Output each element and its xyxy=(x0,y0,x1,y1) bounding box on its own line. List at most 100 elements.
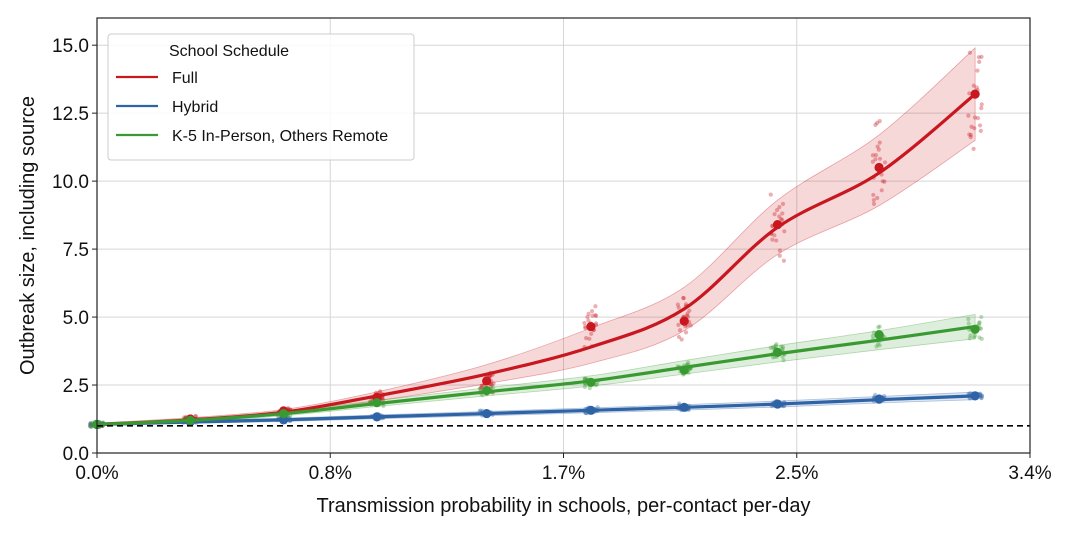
k-5-in-person-others-remote-sample-point xyxy=(781,358,786,363)
x-tick-label: 0.0% xyxy=(75,463,118,484)
k-5-in-person-others-remote-sample-point xyxy=(966,321,971,326)
full-sample-point xyxy=(489,382,494,387)
full-sample-point xyxy=(882,160,888,165)
legend-items: Full Hybrid K-5 In-Person, Others Remote xyxy=(116,70,388,145)
k-5-in-person-others-remote-mean-point xyxy=(772,347,783,358)
full-sample-point xyxy=(683,330,689,335)
full-sample-point xyxy=(977,59,982,65)
hybrid-sample-point xyxy=(979,393,985,399)
k-5-in-person-others-remote-sample-point xyxy=(779,344,784,349)
full-sample-point xyxy=(879,188,884,193)
k-5-in-person-others-remote-sample-point xyxy=(773,343,779,348)
k-5-in-person-others-remote-sample-point xyxy=(874,344,879,349)
full-sample-point xyxy=(780,201,786,207)
k-5-in-person-others-remote-sample-point xyxy=(875,342,880,347)
full-sample-point xyxy=(480,383,485,388)
full-sample-point xyxy=(676,334,682,340)
full-sample-point xyxy=(882,179,887,184)
x-tick-label: 2.5% xyxy=(775,463,818,484)
full-sample-point xyxy=(966,113,971,118)
hybrid-sample-point xyxy=(979,395,984,400)
full-sample-point xyxy=(675,302,681,307)
hybrid-mean-point xyxy=(679,402,689,412)
hybrid-mean-point xyxy=(772,399,783,409)
full-sample-point xyxy=(967,50,972,55)
full-sample-point xyxy=(871,197,876,203)
full-sample-point xyxy=(979,102,984,107)
full-sample-point xyxy=(478,386,483,391)
k-5-in-person-others-remote-sample-point xyxy=(977,320,982,325)
hybrid-sample-point xyxy=(677,401,682,406)
full-sample-point xyxy=(676,305,681,310)
k-5-in-person-others-remote-sample-point xyxy=(582,376,588,381)
hybrid-sample-point xyxy=(979,395,984,401)
full-sample-point xyxy=(968,132,974,138)
k-5-in-person-others-remote-sample-point xyxy=(971,335,977,340)
full-sample-point xyxy=(589,331,594,336)
x-axis-title: Transmission probability in schools, per… xyxy=(317,495,811,517)
full-sample-point xyxy=(777,214,782,219)
full-sample-point xyxy=(88,424,94,429)
full-mean-point xyxy=(679,316,689,326)
y-tick-label: 2.5 xyxy=(63,376,89,397)
full-sample-point xyxy=(772,212,777,217)
full-sample-point xyxy=(774,238,779,243)
full-sample-point xyxy=(587,336,592,341)
k-5-in-person-others-remote-sample-point xyxy=(477,386,483,391)
k-5-in-person-others-remote-sample-point xyxy=(979,314,984,320)
full-sample-point xyxy=(770,237,775,242)
k-5-in-person-others-remote-sample-point xyxy=(774,342,779,347)
full-sample-point xyxy=(589,309,595,314)
hybrid-sample-point xyxy=(88,420,93,426)
full-sample-point xyxy=(586,311,591,316)
legend-title: School Schedule xyxy=(169,43,289,60)
full-sample-point xyxy=(967,132,972,137)
hybrid-sample-point xyxy=(979,393,985,398)
full-sample-point xyxy=(687,308,692,313)
full-sample-point xyxy=(684,313,689,318)
full-sample-point xyxy=(873,122,878,127)
full-sample-point xyxy=(585,314,590,320)
full-sample-point xyxy=(774,208,780,213)
full-sample-point xyxy=(593,304,598,309)
k-5-in-person-others-remote-sample-point xyxy=(768,345,773,350)
k-5-in-person-others-remote-sample-point xyxy=(594,382,599,387)
full-sample-point xyxy=(479,383,484,388)
k-5-in-person-others-remote-mean-point xyxy=(586,377,596,387)
k-5-in-person-others-remote-sample-point xyxy=(780,344,786,350)
full-sample-point xyxy=(873,157,878,162)
full-sample-point xyxy=(582,320,587,326)
full-sample-point xyxy=(677,328,683,333)
x-tick-label: 1.7% xyxy=(542,463,585,484)
k-5-in-person-others-remote-mean-point xyxy=(679,365,689,375)
full-sample-point xyxy=(777,253,782,258)
full-sample-point xyxy=(874,120,880,125)
full-sample-point xyxy=(976,55,981,60)
k-5-in-person-others-remote-mean-point xyxy=(372,398,382,408)
k-5-in-person-others-remote-mean-point xyxy=(970,324,980,334)
y-tick-label: 15.0 xyxy=(52,36,89,57)
k-5-in-person-others-remote-mean-point xyxy=(482,385,492,396)
hybrid-sample-point xyxy=(478,408,483,413)
full-sample-point xyxy=(877,156,883,161)
full-sample-point xyxy=(681,295,686,301)
full-sample-point xyxy=(975,68,980,73)
hybrid-mean-point xyxy=(874,394,884,404)
full-sample-point xyxy=(971,83,976,88)
full-sample-point xyxy=(870,159,875,164)
hybrid-sample-point xyxy=(88,422,94,427)
full-sample-point xyxy=(968,135,973,140)
full-sample-point xyxy=(972,126,977,131)
full-sample-point xyxy=(381,397,386,402)
full-sample-point xyxy=(967,91,972,96)
full-sample-point xyxy=(491,381,496,386)
full-sample-point xyxy=(479,385,484,390)
k-5-in-person-others-remote-sample-point xyxy=(972,333,978,338)
k-5-in-person-others-remote-sample-point xyxy=(491,385,496,390)
y-axis-title: Outbreak size, including source xyxy=(17,96,39,375)
full-sample-point xyxy=(870,153,875,158)
full-sample-point xyxy=(777,205,782,210)
full-sample-point xyxy=(590,313,595,318)
k-5-in-person-others-remote-sample-point xyxy=(381,403,386,409)
